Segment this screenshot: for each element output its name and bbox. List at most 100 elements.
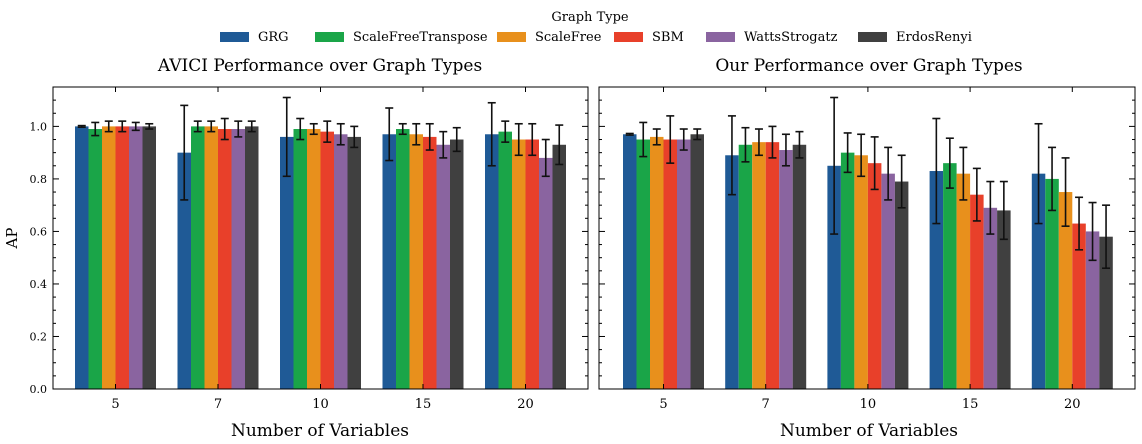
errorbar-scalefree-15	[412, 122, 421, 146]
errorbar-sbm-5	[118, 120, 127, 133]
errorbar-scalefree-10	[857, 133, 866, 178]
errorbar-scalefreetranspose-15	[945, 137, 954, 189]
bar-scalefreetranspose-5	[88, 129, 102, 389]
legend-entry-grg: GRG	[220, 30, 289, 45]
bar-erdosrenyi-15	[450, 139, 464, 389]
bar-scalefreetranspose-15	[943, 163, 957, 389]
bar-wattsstrogatz-10	[334, 134, 348, 389]
legend-swatch-erdosrenyi	[858, 32, 887, 42]
y-tick-label: 1.0	[30, 120, 48, 133]
chart-title: AVICI Performance over Graph Types	[157, 56, 482, 76]
errorbar-scalefreetranspose-15	[398, 122, 407, 136]
y-tick-label: 0.4	[30, 278, 48, 291]
chart-title: Our Performance over Graph Types	[715, 56, 1022, 76]
bar-scalefreetranspose-10	[293, 129, 307, 389]
errorbar-scalefree-7	[207, 120, 216, 133]
chart-ours: Our Performance over Graph Types 5 7 10 15 2…	[598, 56, 1136, 441]
errorbar-scalefreetranspose-20	[1048, 146, 1057, 212]
bar-scalefree-10	[854, 155, 868, 389]
errorbar-grg-10	[830, 96, 839, 235]
errorbar-scalefreetranspose-5	[91, 121, 100, 137]
y-tick-label: 0.0	[30, 383, 48, 396]
errorbar-sbm-15	[972, 167, 981, 222]
bar-grg-7	[177, 152, 191, 389]
errorbar-wattsstrogatz-5	[679, 128, 688, 151]
legend-swatch-scalefreetranspose	[315, 32, 344, 42]
bar-erdosrenyi-5	[690, 134, 704, 389]
errorbar-erdosrenyi-10	[897, 154, 906, 209]
bar-wattsstrogatz-10	[881, 173, 895, 389]
errorbar-scalefree-20	[1061, 157, 1070, 227]
bar-scalefreetranspose-20	[1045, 178, 1059, 389]
errorbar-erdosrenyi-5	[145, 122, 154, 130]
errorbar-sbm-7	[768, 125, 777, 159]
errorbar-grg-5	[77, 124, 86, 128]
bar-scalefreetranspose-20	[498, 131, 512, 389]
bar-sbm-20	[525, 139, 539, 389]
bar-grg-10	[827, 165, 841, 389]
bar-wattsstrogatz-7	[231, 129, 245, 389]
errorbar-erdosrenyi-15	[452, 126, 461, 153]
legend-swatch-sbm	[614, 32, 643, 42]
x-tick-label: 7	[214, 397, 222, 412]
x-tick-label: 5	[111, 397, 119, 412]
errorbar-scalefree-15	[959, 146, 968, 201]
legend-swatch-grg	[220, 32, 249, 42]
x-tick-label: 10	[860, 397, 877, 412]
bar-wattsstrogatz-5	[129, 126, 143, 389]
bar-scalefreetranspose-10	[840, 152, 855, 389]
bar-scalefree-5	[650, 136, 664, 389]
bar-scalefree-7	[752, 142, 766, 389]
errorbar-grg-7	[180, 104, 189, 201]
errorbar-sbm-15	[425, 122, 434, 151]
errorbar-sbm-7	[220, 117, 229, 141]
bar-grg-5	[75, 126, 89, 389]
errorbar-sbm-10	[870, 136, 879, 191]
bar-wattsstrogatz-20	[539, 157, 553, 389]
errorbar-scalefree-5	[104, 120, 113, 133]
chart-avici: AVICI Performance over Graph Types 5 7 10 1…	[3, 56, 589, 441]
errorbar-grg-15	[932, 117, 941, 225]
errorbar-grg-20	[1034, 122, 1043, 225]
errorbar-erdosrenyi-10	[350, 125, 359, 149]
errorbar-wattsstrogatz-20	[1088, 201, 1097, 262]
errorbar-wattsstrogatz-5	[131, 121, 140, 132]
bar-scalefreetranspose-7	[191, 126, 205, 389]
errorbar-scalefreetranspose-7	[741, 126, 750, 163]
legend-label-wattsstrogatz: WattsStrogatz	[744, 30, 838, 45]
legend-swatch-wattsstrogatz	[706, 32, 735, 42]
errorbar-grg-7	[727, 115, 736, 196]
bar-grg-15	[382, 134, 396, 389]
bar-erdosrenyi-5	[142, 126, 156, 389]
bar-erdosrenyi-10	[347, 136, 361, 389]
errorbar-grg-10	[282, 96, 291, 178]
legend-label-sbm: SBM	[652, 30, 684, 45]
bar-grg-7	[725, 155, 739, 389]
legend-label-erdosrenyi: ErdosRenyi	[896, 30, 972, 45]
errorbar-scalefree-20	[514, 122, 523, 157]
x-axis-label: Number of Variables	[231, 421, 409, 441]
x-tick-label: 5	[659, 397, 667, 412]
bar-erdosrenyi-7	[792, 144, 807, 389]
bar-scalefree-15	[956, 173, 971, 389]
legend-entry-wattsstrogatz: WattsStrogatz	[706, 30, 838, 45]
bar-sbm-5	[115, 126, 129, 389]
bar-grg-20	[1031, 173, 1046, 389]
x-tick-label: 20	[517, 397, 534, 412]
errorbar-erdosrenyi-15	[999, 180, 1008, 241]
bar-scalefree-5	[102, 126, 116, 389]
bar-erdosrenyi-7	[245, 126, 259, 389]
x-axis-label: Number of Variables	[780, 421, 958, 441]
bar-scalefree-20	[512, 139, 526, 389]
errorbar-scalefreetranspose-5	[639, 121, 648, 158]
legend-title: Graph Type	[551, 10, 629, 25]
errorbar-erdosrenyi-7	[247, 120, 256, 133]
y-tick-label: 0.6	[30, 225, 48, 238]
bar-scalefree-20	[1058, 192, 1073, 389]
bar-sbm-10	[320, 131, 334, 389]
errorbar-erdosrenyi-5	[693, 128, 702, 141]
errorbar-wattsstrogatz-7	[234, 120, 243, 138]
errorbar-scalefreetranspose-10	[843, 132, 852, 174]
legend-entry-erdosrenyi: ErdosRenyi	[858, 30, 972, 45]
